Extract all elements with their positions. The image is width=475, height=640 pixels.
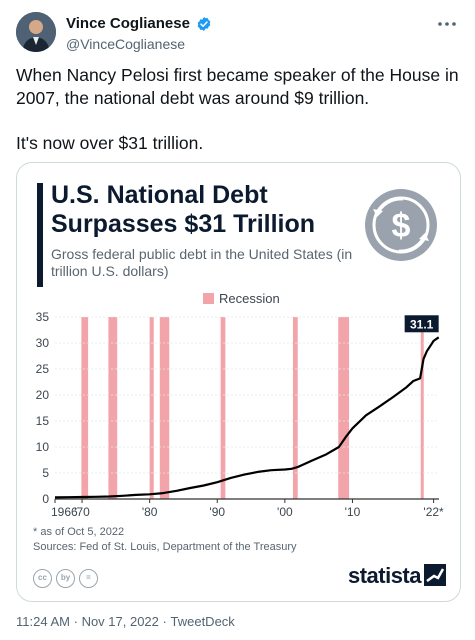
- statista-mark-icon: [424, 564, 446, 586]
- x-tick-label-5: '10: [345, 505, 361, 517]
- chart-title: U.S. National Debt Surpasses $31 Trillio…: [51, 181, 316, 238]
- recession-band-1: [108, 317, 118, 499]
- tweet-text-line-2: It's now over $31 trillion.: [16, 133, 204, 153]
- recession-band-0: [81, 317, 89, 499]
- x-tick-label-4: '00: [277, 505, 293, 517]
- legend-label: Recession: [219, 291, 280, 306]
- tweet-header: Vince Coglianese @VinceCoglianese: [16, 10, 459, 54]
- y-tick-label-3: 15: [36, 414, 50, 428]
- meta-separator-2: ·: [162, 614, 167, 629]
- y-tick-label-4: 20: [36, 388, 50, 402]
- media-card[interactable]: U.S. National Debt Surpasses $31 Trillio…: [16, 162, 461, 602]
- brand-name: statista: [347, 563, 422, 588]
- meta-separator: ·: [73, 614, 78, 629]
- chart-subtitle: Gross federal public debt in the United …: [51, 246, 353, 279]
- author-name[interactable]: Vince Coglianese: [66, 15, 190, 33]
- svg-text:$: $: [392, 207, 411, 245]
- x-tick-label-1: '70: [74, 505, 90, 517]
- footnote-date: * as of Oct 5, 2022: [33, 526, 125, 538]
- recession-band-7: [420, 317, 424, 499]
- avatar[interactable]: [16, 12, 56, 52]
- recession-band-5: [292, 317, 298, 499]
- y-tick-label-6: 30: [36, 336, 50, 350]
- debt-series-line: [54, 336, 440, 499]
- debt-line-chart: 0 5 10 15 20 25 30 35 1966'70 '80 '90 '00 '10 '22* 31.…: [36, 310, 444, 517]
- statista-logo: statista: [348, 563, 446, 589]
- creative-commons-icon[interactable]: cc: [33, 569, 52, 588]
- author-handle[interactable]: @VinceCoglianese: [66, 36, 186, 52]
- recession-band-6: [338, 317, 350, 499]
- x-tick-label-6: '22*: [423, 505, 444, 517]
- recession-band-3: [159, 317, 170, 499]
- tweet-meta: 11:24 AM · Nov 17, 2022 · TweetDeck: [16, 614, 235, 629]
- license-icons: cc by =: [33, 567, 102, 588]
- x-tick-label-2: '80: [142, 505, 158, 517]
- tweet-text: When Nancy Pelosi first became speaker o…: [16, 64, 461, 155]
- tweet-time[interactable]: 11:24 AM: [16, 614, 70, 629]
- y-tick-label-0: 0: [42, 492, 49, 506]
- y-tick-label-5: 25: [36, 362, 50, 376]
- end-value-label-box: [404, 315, 439, 333]
- tweet-date[interactable]: Nov 17, 2022: [81, 614, 159, 629]
- x-tick-label-0: 1966: [51, 505, 78, 517]
- y-tick-label-2: 10: [36, 440, 50, 454]
- chart-footnote: * as of Oct 5, 2022 Sources: Fed of St. …: [33, 525, 297, 555]
- recession-band-2: [149, 317, 154, 499]
- footnote-sources: Sources: Fed of St. Louis, Department of…: [33, 541, 297, 553]
- author-block: Vince Coglianese @VinceCoglianese: [66, 15, 212, 52]
- more-options-icon[interactable]: [435, 14, 459, 34]
- attribution-icon[interactable]: by: [56, 569, 75, 588]
- chart-legend: Recession: [203, 291, 280, 306]
- title-accent-bar: [37, 183, 43, 287]
- tweet-client[interactable]: TweetDeck: [170, 614, 235, 629]
- y-tick-label-1: 5: [42, 466, 49, 480]
- y-tick-label-7: 35: [36, 310, 50, 324]
- legend-swatch: [203, 293, 214, 304]
- dollar-coin-icon: $: [363, 187, 439, 263]
- verified-badge-icon: [196, 16, 212, 32]
- end-value-label: 31.1: [410, 317, 434, 331]
- no-derivatives-icon[interactable]: =: [79, 569, 98, 588]
- tweet-text-line-1: When Nancy Pelosi first became speaker o…: [16, 65, 459, 108]
- recession-band-4: [220, 317, 226, 499]
- x-tick-label-3: '90: [209, 505, 225, 517]
